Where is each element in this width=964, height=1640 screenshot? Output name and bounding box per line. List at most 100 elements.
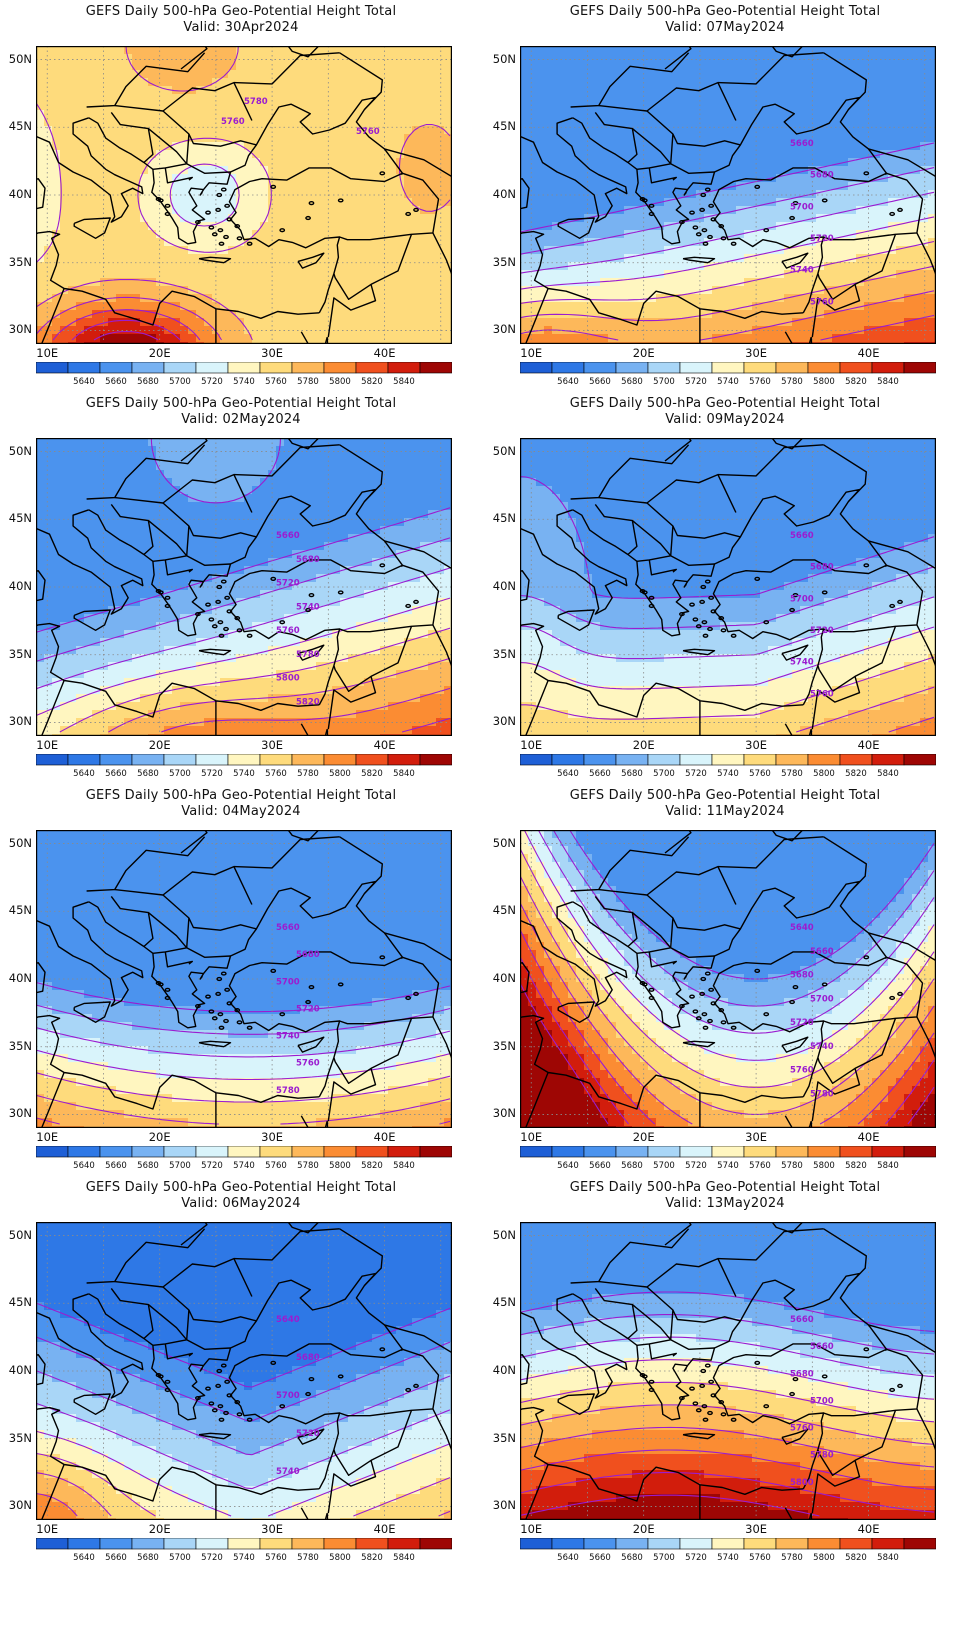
colorbar-label: 5680 — [621, 377, 643, 386]
contour-label: 5760 — [221, 117, 245, 127]
latitude-tick-label: 50N — [492, 835, 516, 850]
colorbar-swatch — [163, 754, 197, 766]
contour-label: 5680 — [810, 563, 834, 573]
colorbar-swatch — [551, 754, 585, 766]
latitude-tick-label: 40N — [492, 187, 516, 201]
colorbar-swatch — [807, 754, 841, 766]
colorbar-swatch — [775, 362, 809, 374]
colorbar-label: 5680 — [137, 1161, 159, 1170]
colorbar-label: 5700 — [169, 1161, 191, 1170]
colorbar-swatch — [583, 754, 617, 766]
colorbar-swatch — [775, 1146, 809, 1158]
latitude-tick-label: 35N — [8, 254, 32, 269]
colorbar: 5640 5660 5680 5700 5720 5740 5760 5780 5800 5820… — [520, 754, 936, 778]
colorbar: 5640 5660 5680 5700 5720 5740 5760 5780 5800 5820… — [520, 1146, 936, 1170]
colorbar-label: 5840 — [393, 769, 415, 778]
colorbar-swatch — [551, 362, 585, 374]
map-frame — [520, 830, 936, 1128]
colorbar-label: 5840 — [393, 1553, 415, 1562]
colorbar-swatch — [291, 1146, 325, 1158]
contour-label: 5640 — [276, 1315, 300, 1325]
longitude-tick-label: 30E — [261, 1130, 284, 1144]
colorbar-label: 5800 — [813, 1553, 835, 1562]
colorbar-swatch — [807, 1538, 841, 1550]
contour-lines — [36, 981, 451, 1125]
panel-title: GEFS Daily 500-hPa Geo-Potential Height … — [85, 1180, 397, 1195]
colorbar-swatch — [99, 754, 133, 766]
longitude-tick-label: 20E — [632, 1522, 655, 1536]
latitude-tick-label: 40N — [492, 1363, 516, 1377]
colorbar-swatch — [711, 1538, 745, 1550]
colorbar-swatch — [647, 1538, 681, 1550]
latitude-tick-label: 35N — [8, 1038, 32, 1053]
contour-label: 5820 — [296, 697, 320, 707]
colorbar-swatch — [227, 1538, 261, 1550]
contour-lines — [36, 1302, 451, 1517]
longitude-tick-label: 10E — [36, 346, 59, 360]
graticule — [36, 1222, 452, 1520]
colorbar-swatch — [679, 754, 713, 766]
colorbar-swatch — [67, 1146, 101, 1158]
valid-date-label: Valid: 11May2024 — [665, 804, 785, 819]
colorbar-label: 5680 — [137, 769, 159, 778]
contour-label: 5780 — [810, 1089, 834, 1099]
longitude-tick-label: 10E — [520, 738, 543, 752]
contour-label: 5760 — [276, 626, 300, 636]
forecast-panel: GEFS Daily 500-hPa Geo-Potential Height … — [0, 784, 482, 1194]
longitude-tick-label: 30E — [261, 1522, 284, 1536]
colorbar-swatch — [871, 1146, 905, 1158]
colorbar-swatch — [323, 1538, 357, 1550]
latitude-tick-label: 35N — [492, 1038, 516, 1053]
contour-label: 5660 — [276, 531, 300, 541]
latitude-tick-label: 50N — [8, 1227, 32, 1242]
contour-label: 5680 — [810, 171, 834, 181]
colorbar-swatch — [419, 754, 452, 766]
contour-lines — [36, 46, 451, 341]
longitude-tick-label: 40E — [857, 1130, 880, 1144]
longitude-tick-label: 10E — [520, 1130, 543, 1144]
colorbar-label: 5840 — [393, 377, 415, 386]
graticule — [520, 830, 936, 1128]
colorbar-label: 5760 — [265, 1553, 287, 1562]
colorbar-swatch — [259, 1538, 293, 1550]
colorbar-swatch — [807, 1146, 841, 1158]
longitude-tick-label: 30E — [745, 1522, 768, 1536]
latitude-tick-label: 40N — [8, 971, 32, 985]
latitude-tick-label: 35N — [492, 1430, 516, 1445]
graticule — [520, 46, 936, 344]
colorbar-label: 5840 — [877, 1553, 899, 1562]
panel-title: GEFS Daily 500-hPa Geo-Potential Height … — [569, 788, 881, 803]
colorbar-swatch — [99, 1538, 133, 1550]
colorbar-swatch — [99, 1146, 133, 1158]
colorbar-label: 5740 — [233, 1161, 255, 1170]
colorbar-label: 5800 — [329, 1161, 351, 1170]
colorbar-swatch — [903, 1146, 936, 1158]
latitude-tick-label: 35N — [8, 1430, 32, 1445]
height-fill — [36, 830, 452, 1128]
colorbar-label: 5700 — [169, 1553, 191, 1562]
colorbar-label: 5660 — [105, 1553, 127, 1562]
longitude-tick-label: 30E — [261, 738, 284, 752]
contour-label: 5800 — [276, 674, 300, 684]
graticule — [36, 46, 452, 344]
colorbar-swatch — [419, 1538, 452, 1550]
contour-label: 5680 — [790, 971, 814, 981]
contour-label: 5740 — [810, 1042, 834, 1052]
latitude-tick-label: 40N — [8, 579, 32, 593]
colorbar-label: 5720 — [685, 377, 707, 386]
colorbar-label: 5740 — [233, 1553, 255, 1562]
colorbar-label: 5820 — [845, 377, 867, 386]
colorbar-swatch — [227, 1146, 261, 1158]
colorbar-swatch — [131, 1146, 165, 1158]
coastlines-and-borders — [36, 1222, 452, 1520]
forecast-panel: GEFS Daily 500-hPa Geo-Potential Height … — [0, 392, 482, 802]
panel-title: GEFS Daily 500-hPa Geo-Potential Height … — [85, 788, 397, 803]
latitude-tick-label: 30N — [492, 714, 516, 729]
longitude-tick-label: 20E — [148, 1522, 171, 1536]
colorbar-label: 5800 — [329, 377, 351, 386]
colorbar-swatch — [839, 1146, 873, 1158]
map-frame — [36, 438, 452, 736]
contour-lines — [520, 1291, 935, 1517]
contour-label: 5660 — [810, 947, 834, 957]
